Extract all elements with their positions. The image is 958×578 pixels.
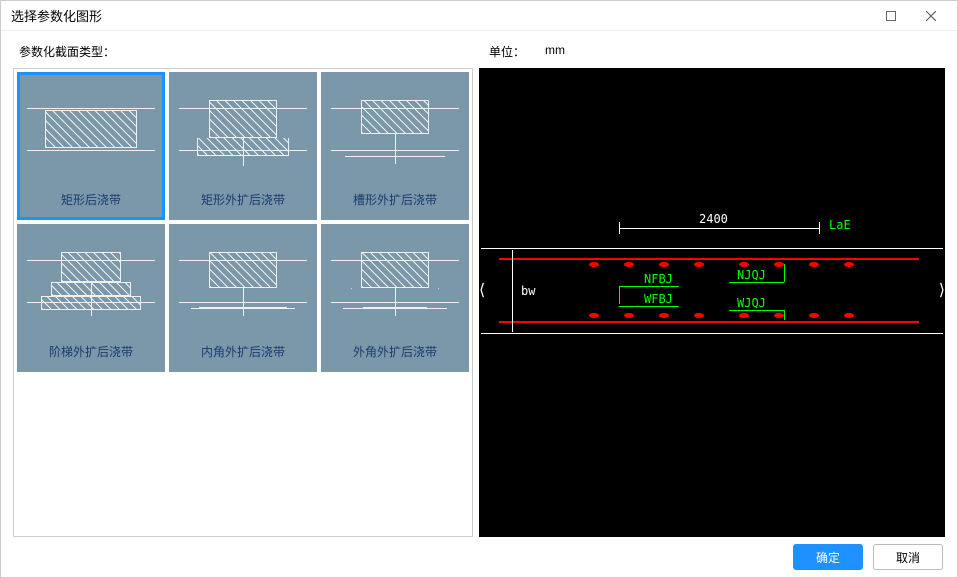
thumbnail-label: 槽形外扩后浇带 [321, 183, 469, 220]
labels-row: 参数化截面类型： 单位： mm [1, 31, 957, 68]
leader [784, 264, 785, 282]
section-bot-line [481, 333, 943, 334]
thumbnail-label: 矩形外扩后浇带 [169, 183, 317, 220]
cancel-button[interactable]: 取消 [873, 544, 943, 570]
dim-tick [619, 222, 620, 234]
label-njqj: NJQJ [737, 268, 766, 282]
main-area: 矩形后浇带矩形外扩后浇带槽形外扩后浇带阶梯外扩后浇带内角外扩后浇带外角外扩后浇带… [1, 68, 957, 537]
maximize-icon [886, 11, 896, 21]
thumbnail-label: 内角外扩后浇带 [169, 335, 317, 372]
thumbnail-label: 外角外扩后浇带 [321, 335, 469, 372]
rebar-dot [844, 313, 854, 318]
rebar-dot [624, 313, 634, 318]
dim-value: 2400 [699, 212, 728, 226]
label-wfbj: WFBJ [644, 292, 673, 306]
thumbnail-label: 阶梯外扩后浇带 [17, 335, 165, 372]
leader [619, 286, 620, 304]
rebar-dot [739, 313, 749, 318]
dim-line [619, 228, 819, 229]
rebar-dot [809, 262, 819, 267]
thumbnail-item[interactable]: 矩形后浇带 [17, 72, 165, 220]
dialog-window: 选择参数化图形 参数化截面类型： 单位： mm 矩形后浇带矩形外扩后浇带槽形外扩… [0, 0, 958, 578]
unit-group: 单位： mm [489, 43, 565, 60]
close-button[interactable] [915, 5, 947, 27]
underline [729, 310, 784, 311]
rebar-dot [659, 313, 669, 318]
thumbnail-grid: 矩形后浇带矩形外扩后浇带槽形外扩后浇带阶梯外扩后浇带内角外扩后浇带外角外扩后浇带 [17, 72, 469, 372]
window-controls [875, 5, 947, 27]
rebar-dot [774, 313, 784, 318]
break-right: ⟩ [939, 283, 945, 299]
dialog-content: 参数化截面类型： 单位： mm 矩形后浇带矩形外扩后浇带槽形外扩后浇带阶梯外扩后… [1, 31, 957, 577]
thumbnail-label: 矩形后浇带 [17, 183, 165, 220]
thumbnail-sketch [169, 72, 317, 183]
thumbnail-item[interactable]: 阶梯外扩后浇带 [17, 224, 165, 372]
unit-value: mm [545, 43, 565, 60]
rebar-dot [589, 313, 599, 318]
section-type-label: 参数化截面类型： [19, 43, 489, 60]
rebar-dot [624, 262, 634, 267]
label-nfbj: NFBJ [644, 272, 673, 286]
ok-button[interactable]: 确定 [793, 544, 863, 570]
thumbnail-sketch [169, 224, 317, 335]
thumbnail-item[interactable]: 内角外扩后浇带 [169, 224, 317, 372]
rebar-dot [774, 262, 784, 267]
rebar-dot [809, 313, 819, 318]
thumbnail-sketch [17, 72, 165, 183]
thumbnail-item[interactable]: 槽形外扩后浇带 [321, 72, 469, 220]
close-icon [926, 11, 936, 21]
underline [619, 306, 679, 307]
label-bw: bw [521, 284, 535, 298]
rebar-dot [694, 313, 704, 318]
thumbnail-sketch [17, 224, 165, 335]
underline [729, 282, 784, 283]
rebar-bot [499, 321, 919, 323]
dialog-footer: 确定 取消 [1, 537, 957, 577]
rebar-dot [659, 262, 669, 267]
thumbnails-panel: 矩形后浇带矩形外扩后浇带槽形外扩后浇带阶梯外扩后浇带内角外扩后浇带外角外扩后浇带 [13, 68, 473, 537]
rebar-dot [694, 262, 704, 267]
rebar-top [499, 258, 919, 260]
titlebar: 选择参数化图形 [1, 1, 957, 31]
maximize-button[interactable] [875, 5, 907, 27]
break-left: ⟨ [479, 283, 485, 299]
thumbnail-sketch [321, 72, 469, 183]
preview-panel: 2400 LaE ⟨ ⟩ [479, 68, 945, 537]
rebar-dot [589, 262, 599, 267]
rebar-dot [844, 262, 854, 267]
dim-tick [819, 222, 820, 234]
thumbnail-sketch [321, 224, 469, 335]
label-lae: LaE [829, 218, 851, 232]
underline [619, 286, 679, 287]
leader [784, 310, 785, 320]
window-title: 选择参数化图形 [11, 6, 875, 25]
label-wjqj: WJQJ [737, 296, 766, 310]
thumbnail-item[interactable]: 外角外扩后浇带 [321, 224, 469, 372]
section-top-line [481, 248, 943, 249]
rebar-dot [739, 262, 749, 267]
thumbnail-item[interactable]: 矩形外扩后浇带 [169, 72, 317, 220]
unit-label: 单位： [489, 43, 525, 60]
bw-dim-line [512, 250, 513, 332]
